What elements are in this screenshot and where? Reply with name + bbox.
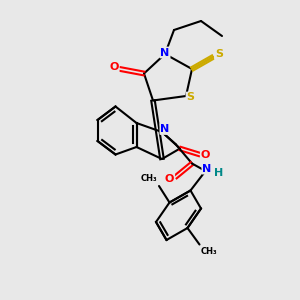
Text: H: H: [214, 168, 224, 178]
Text: S: S: [187, 92, 194, 103]
Text: O: O: [165, 173, 174, 184]
Text: CH₃: CH₃: [201, 248, 217, 256]
Text: O: O: [201, 149, 210, 160]
Text: N: N: [202, 164, 211, 174]
Text: CH₃: CH₃: [141, 174, 158, 183]
Text: S: S: [215, 49, 223, 59]
Text: N: N: [160, 124, 169, 134]
Text: N: N: [160, 47, 169, 58]
Text: O: O: [109, 62, 119, 73]
